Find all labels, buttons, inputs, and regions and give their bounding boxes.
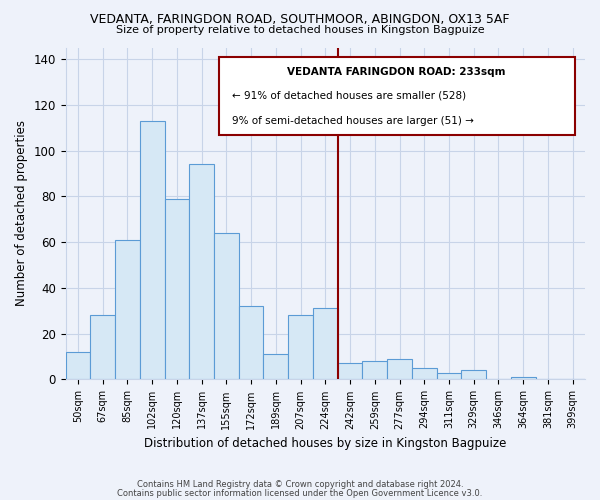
Text: Size of property relative to detached houses in Kingston Bagpuize: Size of property relative to detached ho… xyxy=(116,25,484,35)
Bar xyxy=(362,361,387,380)
Y-axis label: Number of detached properties: Number of detached properties xyxy=(15,120,28,306)
Bar xyxy=(313,308,338,380)
Bar xyxy=(91,316,115,380)
Bar xyxy=(437,372,461,380)
Bar xyxy=(190,164,214,380)
Bar xyxy=(412,368,437,380)
Text: VEDANTA, FARINGDON ROAD, SOUTHMOOR, ABINGDON, OX13 5AF: VEDANTA, FARINGDON ROAD, SOUTHMOOR, ABIN… xyxy=(90,12,510,26)
Bar xyxy=(115,240,140,380)
Bar xyxy=(140,121,164,380)
Bar xyxy=(338,364,362,380)
Bar xyxy=(214,233,239,380)
Text: ← 91% of detached houses are smaller (528): ← 91% of detached houses are smaller (52… xyxy=(232,90,466,101)
X-axis label: Distribution of detached houses by size in Kingston Bagpuize: Distribution of detached houses by size … xyxy=(144,437,506,450)
Bar xyxy=(263,354,288,380)
Bar xyxy=(65,352,91,380)
Text: Contains public sector information licensed under the Open Government Licence v3: Contains public sector information licen… xyxy=(118,490,482,498)
Text: VEDANTA FARINGDON ROAD: 233sqm: VEDANTA FARINGDON ROAD: 233sqm xyxy=(287,68,506,78)
Bar xyxy=(461,370,486,380)
Bar xyxy=(164,198,190,380)
Text: Contains HM Land Registry data © Crown copyright and database right 2024.: Contains HM Land Registry data © Crown c… xyxy=(137,480,463,489)
Bar xyxy=(387,359,412,380)
Bar xyxy=(239,306,263,380)
Bar xyxy=(288,316,313,380)
Text: 9% of semi-detached houses are larger (51) →: 9% of semi-detached houses are larger (5… xyxy=(232,116,474,126)
FancyBboxPatch shape xyxy=(219,58,575,136)
Bar xyxy=(511,377,536,380)
